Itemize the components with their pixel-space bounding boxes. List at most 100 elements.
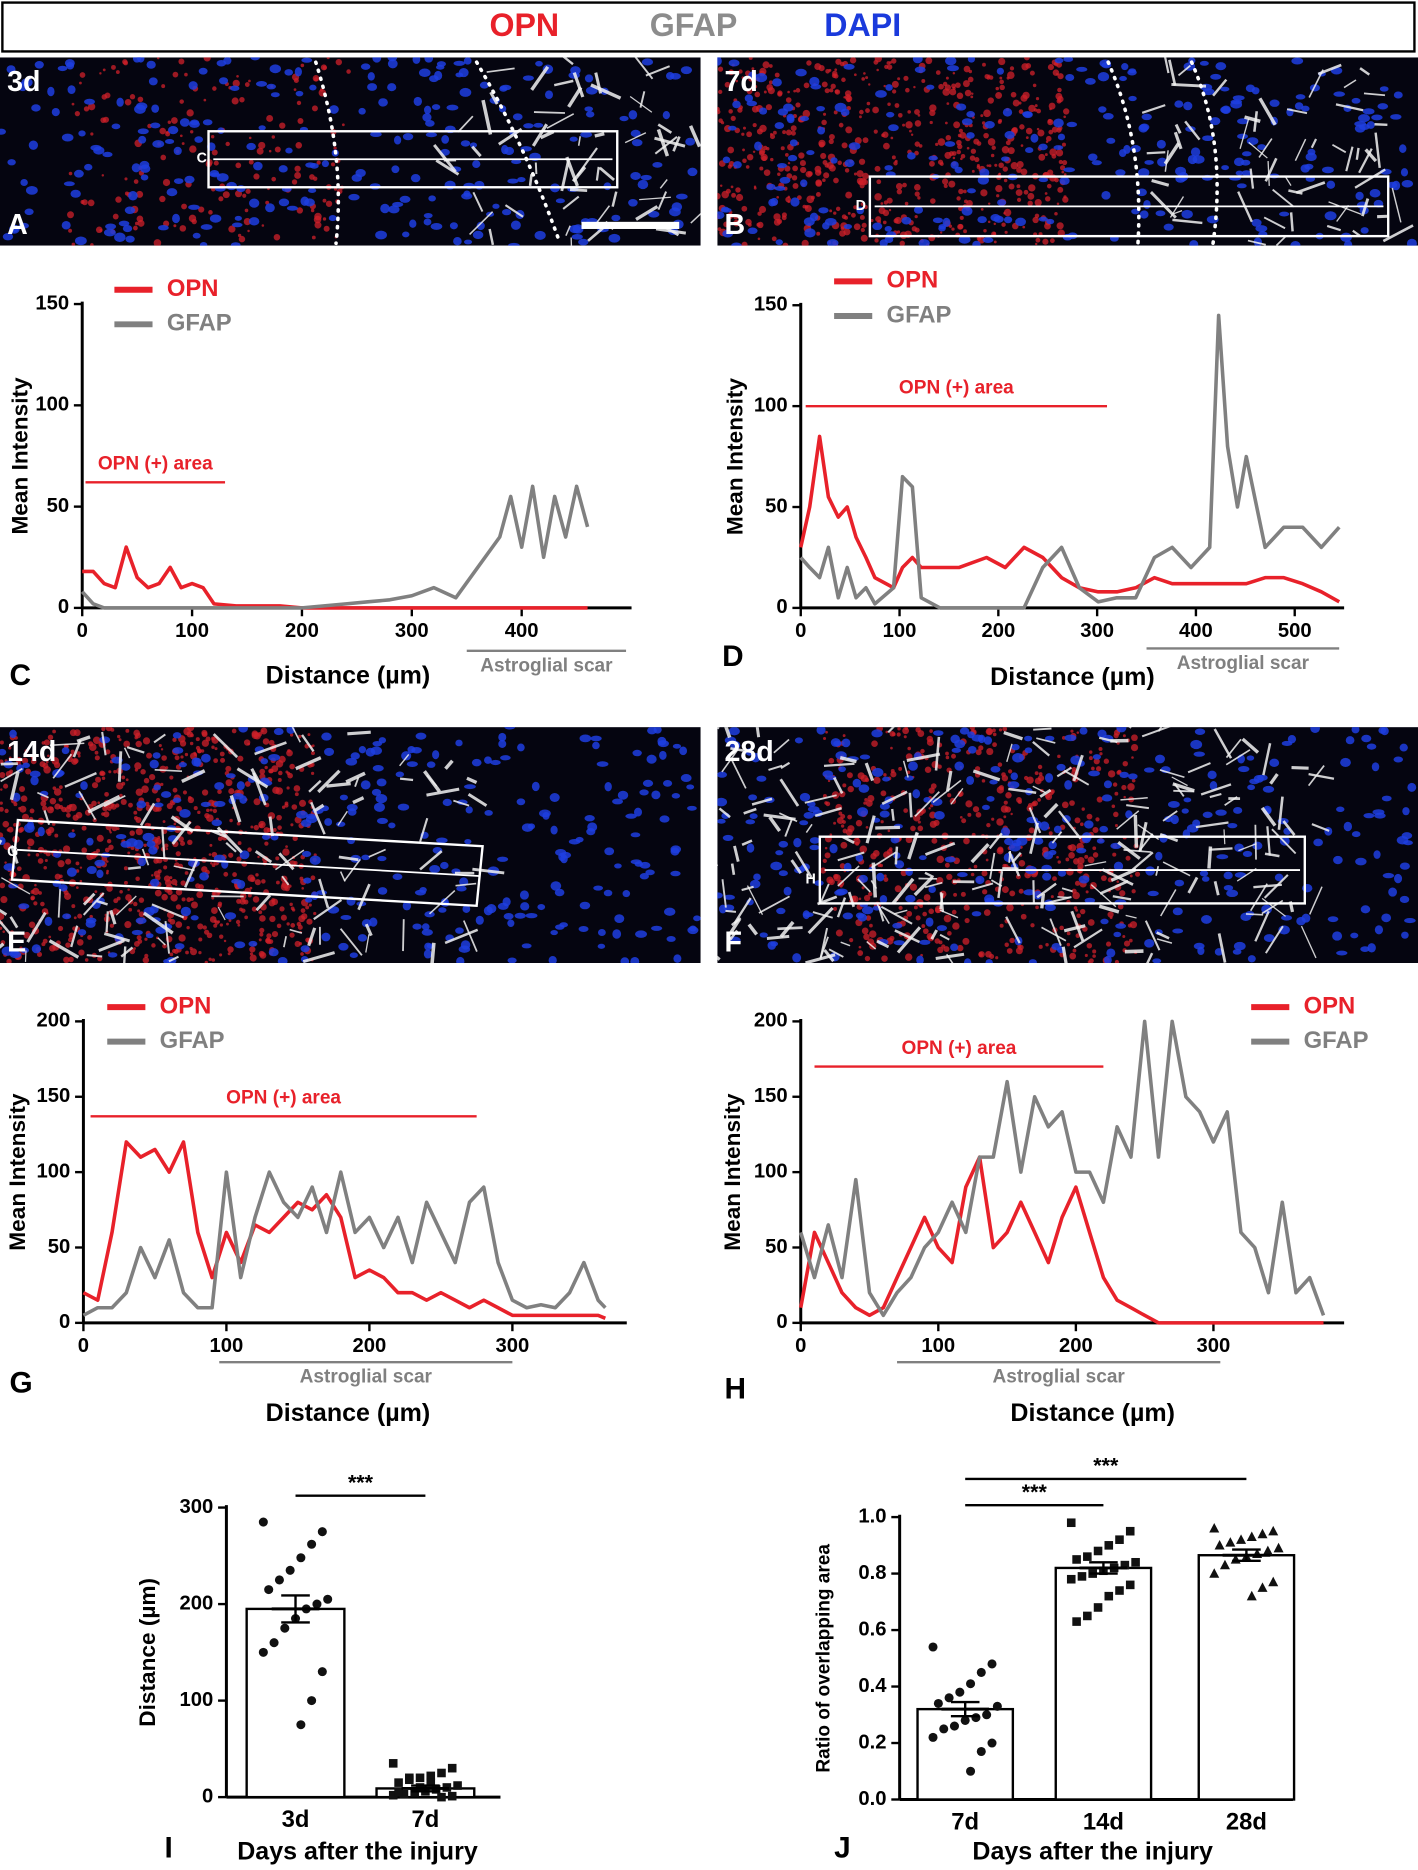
opn-signal [924, 766, 932, 773]
opn-signal [171, 801, 174, 804]
opn-signal [999, 84, 1005, 91]
opn-signal [800, 166, 807, 174]
opn-signal [0, 806, 4, 812]
dapi-nucleus [148, 77, 158, 86]
data-point [1083, 1611, 1092, 1621]
dapi-nucleus [1221, 165, 1229, 171]
opn-signal [253, 173, 260, 180]
opn-signal [156, 57, 160, 60]
opn-signal [251, 906, 257, 912]
opn-signal [890, 746, 893, 750]
dapi-nucleus [455, 739, 463, 747]
opn-signal [247, 893, 252, 898]
scale-bar [581, 221, 680, 229]
dapi-nucleus [554, 888, 565, 897]
opn-signal [1032, 216, 1039, 224]
data-point [447, 1763, 457, 1773]
dapi-nucleus [1147, 890, 1159, 897]
opn-signal [181, 142, 185, 145]
dapi-nucleus [670, 870, 681, 877]
dapi-nucleus [767, 941, 777, 950]
opn-signal [965, 800, 973, 808]
dapi-nucleus [90, 144, 102, 151]
opn-signal [1022, 225, 1026, 229]
dapi-nucleus [1015, 217, 1026, 227]
opn-signal [0, 896, 8, 904]
dapi-nucleus [520, 902, 530, 911]
dapi-nucleus [1063, 57, 1074, 62]
dapi-nucleus [1106, 948, 1116, 958]
opn-signal [921, 924, 926, 929]
opn-signal [963, 65, 971, 73]
gfap-process [894, 929, 921, 944]
opn-signal [94, 890, 98, 894]
dapi-nucleus [745, 819, 756, 825]
gfap-process [880, 905, 913, 925]
dapi-nucleus [490, 759, 501, 766]
dapi-nucleus [799, 820, 809, 826]
opn-signal [860, 227, 865, 233]
dapi-nucleus [460, 940, 471, 950]
opn-signal [1095, 766, 1102, 772]
gfap-process [1116, 810, 1140, 830]
opn-signal [1016, 167, 1022, 173]
opn-signal [4, 861, 7, 864]
dapi-nucleus [772, 78, 782, 87]
dapi-nucleus [584, 815, 595, 822]
gfap-process [1265, 925, 1284, 954]
opn-signal [784, 153, 789, 157]
dapi-nucleus [1128, 68, 1137, 74]
dapi-nucleus [1220, 106, 1231, 114]
dapi-nucleus [642, 779, 654, 787]
dapi-nucleus [261, 834, 271, 840]
opn-signal [115, 70, 120, 74]
dapi-nucleus [1157, 157, 1168, 167]
opn-signal [752, 150, 756, 154]
gfap-process [399, 777, 414, 782]
opn-signal [999, 76, 1003, 80]
opn-signal [165, 766, 169, 770]
dapi-nucleus [756, 775, 767, 782]
opn-signal [725, 188, 731, 194]
opn-signal [27, 846, 31, 850]
opn-signal [94, 750, 99, 755]
dapi-nucleus [776, 907, 786, 915]
dapi-nucleus [1024, 747, 1033, 754]
dapi-nucleus [633, 807, 643, 817]
dapi-nucleus [1351, 727, 1360, 734]
panel-label: C [10, 659, 32, 692]
dapi-nucleus [340, 915, 352, 920]
opn-signal [2, 930, 6, 933]
dapi-nucleus [967, 57, 976, 63]
opn-signal [43, 865, 47, 870]
opn-signal [245, 188, 251, 194]
x-axis-label: Distance (µm) [990, 663, 1155, 691]
opn-signal [20, 795, 28, 803]
dapi-nucleus [440, 861, 449, 870]
dapi-nucleus [507, 957, 517, 964]
dapi-nucleus [1237, 133, 1248, 140]
opn-signal [260, 727, 268, 735]
opn-signal [992, 742, 997, 748]
dapi-nucleus [131, 163, 141, 173]
opn-signal [341, 123, 345, 127]
gfap-process [1213, 881, 1220, 896]
y-axis-label: Mean Intensity [7, 377, 32, 535]
opn-signal [945, 755, 950, 760]
data-point [1115, 1535, 1124, 1544]
opn-signal [864, 798, 868, 802]
opn-signal [0, 771, 6, 779]
dapi-nucleus [967, 746, 977, 754]
dapi-nucleus [893, 940, 905, 946]
opn-signal [746, 131, 753, 138]
panel-label: I [164, 1831, 172, 1864]
opn-signal [8, 756, 12, 759]
opn-signal [135, 828, 143, 836]
opn-signal [45, 851, 51, 857]
opn-signal [974, 766, 981, 772]
dapi-nucleus [585, 111, 595, 118]
opn-signal [316, 160, 321, 165]
opn-signal [867, 795, 875, 803]
y-axis-label: Mean Intensity [722, 378, 747, 536]
x-tick-label: 300 [495, 1335, 529, 1357]
